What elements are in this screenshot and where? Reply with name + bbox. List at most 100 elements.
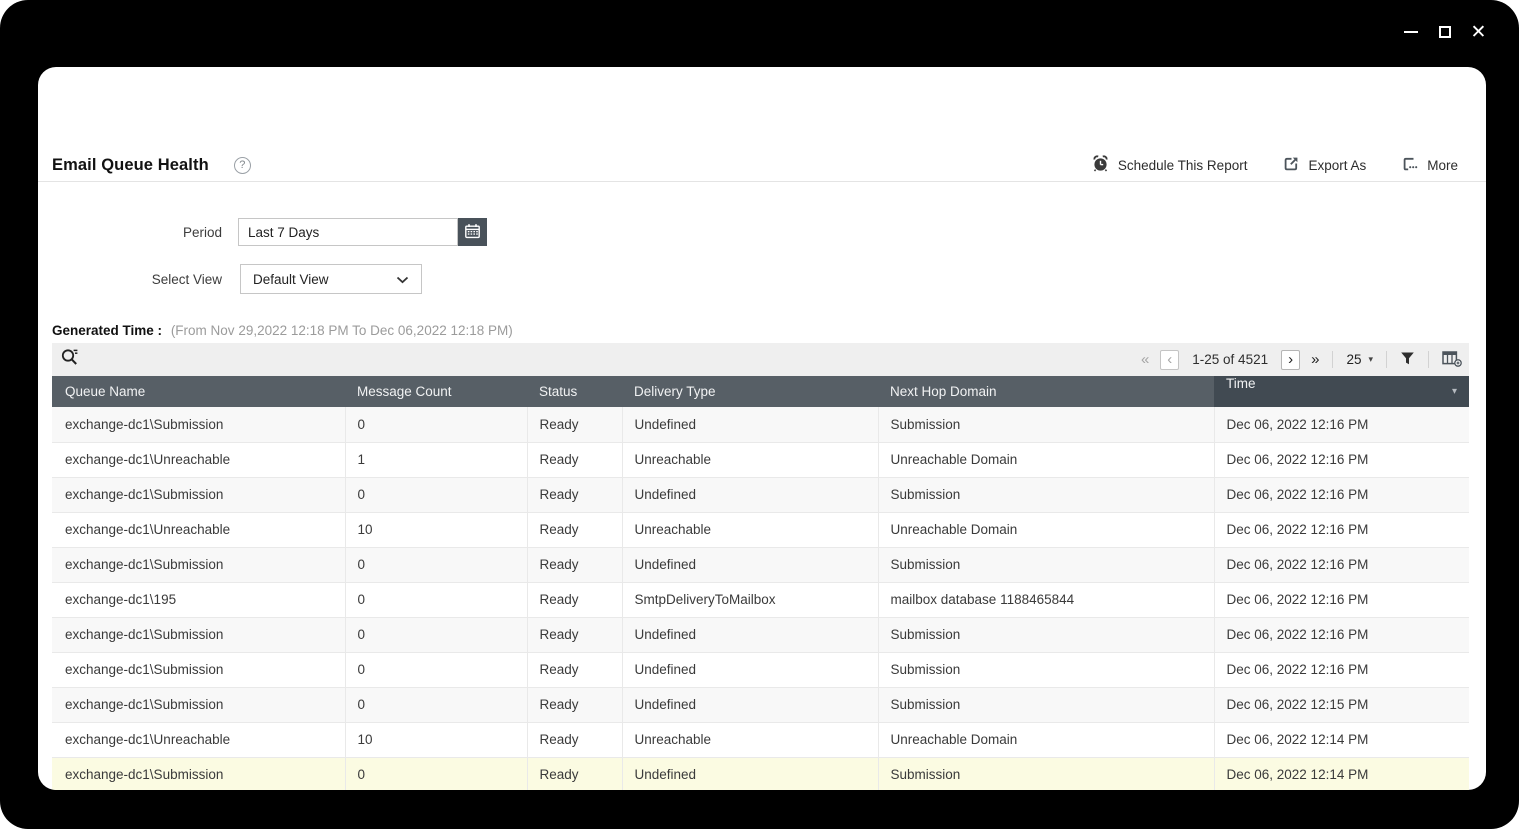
table-cell: exchange-dc1\195 — [52, 582, 346, 618]
toolbar-separator — [1386, 351, 1387, 368]
table-cell: mailbox database 1188465844 — [878, 582, 1215, 618]
next-page-button[interactable]: › — [1281, 349, 1301, 370]
table-cell: Undefined — [622, 477, 879, 513]
table-row[interactable]: exchange-dc1\Submission 0 Ready Undefined Su… — [52, 547, 1469, 583]
previous-page-button[interactable]: ‹ — [1160, 349, 1180, 370]
alarm-clock-icon — [1092, 155, 1109, 175]
window-controls: ✕ — [1401, 20, 1488, 44]
column-header-queue-name[interactable]: Queue Name — [52, 376, 345, 407]
table-body: exchange-dc1\Submission 0 Ready Undefined Su… — [52, 407, 1469, 790]
filter-icon — [1400, 351, 1415, 369]
table-cell: exchange-dc1\Unreachable — [52, 722, 346, 758]
first-page-button[interactable]: « — [1140, 351, 1150, 368]
calendar-icon — [464, 223, 481, 242]
report-header: Email Queue Health ? — [52, 149, 1458, 181]
close-button[interactable]: ✕ — [1470, 21, 1487, 43]
minimize-button[interactable] — [1401, 20, 1420, 44]
table-row[interactable]: exchange-dc1\Unreachable 1 Ready Unreachabl… — [52, 442, 1469, 478]
table-cell: Dec 06, 2022 12:15 PM — [1214, 687, 1469, 723]
column-header-time[interactable]: Time ▾ — [1214, 376, 1469, 407]
header-divider — [38, 181, 1486, 182]
table-row[interactable]: exchange-dc1\Unreachable 10 Ready Unreachab… — [52, 512, 1469, 548]
table-cell: exchange-dc1\Submission — [52, 757, 346, 790]
column-header-label: Queue Name — [65, 384, 146, 399]
maximize-icon — [1438, 26, 1451, 38]
more-button[interactable]: More — [1402, 156, 1458, 175]
table-cell: Submission — [878, 757, 1215, 790]
table-cell: Dec 06, 2022 12:14 PM — [1214, 757, 1469, 790]
table-cell: Submission — [878, 652, 1215, 688]
table-cell: Ready — [527, 652, 623, 688]
table-cell: 0 — [345, 757, 528, 790]
table-cell: Dec 06, 2022 12:16 PM — [1214, 512, 1469, 548]
filter-button[interactable] — [1400, 351, 1415, 369]
table-cell: exchange-dc1\Unreachable — [52, 442, 346, 478]
table-cell: exchange-dc1\Submission — [52, 652, 346, 688]
table-toolbar: « ‹ 1-25 of 4521 › » 25 ▾ — [52, 343, 1469, 376]
table-cell: exchange-dc1\Unreachable — [52, 512, 346, 548]
table-cell: exchange-dc1\Submission — [52, 547, 346, 583]
table-cell: Unreachable Domain — [878, 442, 1215, 478]
page-size-caret-icon: ▾ — [1368, 354, 1373, 364]
column-chooser-button[interactable] — [1442, 350, 1462, 370]
table-cell: 0 — [345, 407, 528, 443]
toolbar-separator — [1428, 351, 1429, 368]
minimize-icon — [1403, 31, 1418, 33]
table-cell: 0 — [345, 687, 528, 723]
table-cell: exchange-dc1\Submission — [52, 477, 346, 513]
table-row[interactable]: exchange-dc1\Submission 0 Ready Undefined Su… — [52, 617, 1469, 653]
table-cell: Undefined — [622, 547, 879, 583]
column-header-next-hop-domain[interactable]: Next Hop Domain — [878, 376, 1214, 407]
generated-time-label: Generated Time : — [52, 323, 163, 338]
table-row[interactable]: exchange-dc1\Unreachable 10 Ready Unreachab… — [52, 722, 1469, 758]
table-cell: Submission — [878, 547, 1215, 583]
table-row[interactable]: exchange-dc1\Submission 0 Ready Undefined Su… — [52, 652, 1469, 688]
table-cell: exchange-dc1\Submission — [52, 407, 346, 443]
report-actions: Schedule This Report Export As — [1092, 155, 1458, 175]
table-cell: Unreachable Domain — [878, 722, 1215, 758]
table-cell: 0 — [345, 477, 528, 513]
toolbar-separator — [1332, 351, 1334, 368]
maximize-button[interactable] — [1435, 20, 1454, 44]
table-cell: Ready — [527, 512, 623, 548]
column-header-label: Message Count — [357, 384, 452, 399]
table-cell: Ready — [527, 687, 623, 723]
column-chooser-icon — [1442, 350, 1462, 370]
select-view-label: Select View — [151, 272, 222, 287]
table-cell: Submission — [878, 477, 1215, 513]
table-row[interactable]: exchange-dc1\Submission 0 Ready Undefined Su… — [52, 407, 1469, 443]
app-window: Email Queue Health ? — [38, 67, 1486, 790]
period-input[interactable] — [238, 218, 458, 246]
export-as-button[interactable]: Export As — [1283, 156, 1366, 175]
table-cell: Dec 06, 2022 12:14 PM — [1214, 722, 1469, 758]
search-button[interactable] — [60, 347, 80, 372]
export-icon — [1283, 156, 1299, 175]
schedule-report-button[interactable]: Schedule This Report — [1092, 155, 1247, 175]
sort-desc-icon[interactable]: ▾ — [1451, 386, 1457, 397]
table-cell: Ready — [527, 407, 623, 443]
table-row[interactable]: exchange-dc1\Submission 0 Ready Undefined Su… — [52, 687, 1469, 723]
table-row[interactable]: exchange-dc1\Submission 0 Ready Undefined Su… — [52, 477, 1469, 513]
table-cell: 1 — [345, 442, 528, 478]
column-header-label: Next Hop Domain — [890, 384, 997, 399]
table-row[interactable]: exchange-dc1\Submission 0 Ready Undefined Su… — [52, 757, 1469, 790]
calendar-button[interactable] — [458, 218, 487, 246]
page-size-select[interactable]: 25 ▾ — [1346, 352, 1373, 367]
table-cell: Ready — [527, 617, 623, 653]
column-header-status[interactable]: Status — [527, 376, 622, 407]
table-cell: Unreachable — [622, 442, 879, 478]
view-select-dropdown[interactable]: Default View — [240, 264, 422, 294]
next-page-icon: › — [1288, 351, 1294, 368]
help-icon[interactable]: ? — [233, 156, 251, 174]
chevron-down-icon — [396, 272, 409, 287]
column-header-delivery-type[interactable]: Delivery Type — [622, 376, 878, 407]
table-cell: Undefined — [622, 407, 879, 443]
view-select-value: Default View — [253, 271, 329, 287]
period-label: Period — [182, 225, 222, 240]
table-row[interactable]: exchange-dc1\195 0 Ready SmtpDeliveryToMail… — [52, 582, 1469, 618]
column-header-message-count[interactable]: Message Count — [345, 376, 527, 407]
table-cell: Submission — [878, 687, 1215, 723]
table-cell: 10 — [345, 722, 528, 758]
last-page-button[interactable]: » — [1311, 351, 1320, 368]
